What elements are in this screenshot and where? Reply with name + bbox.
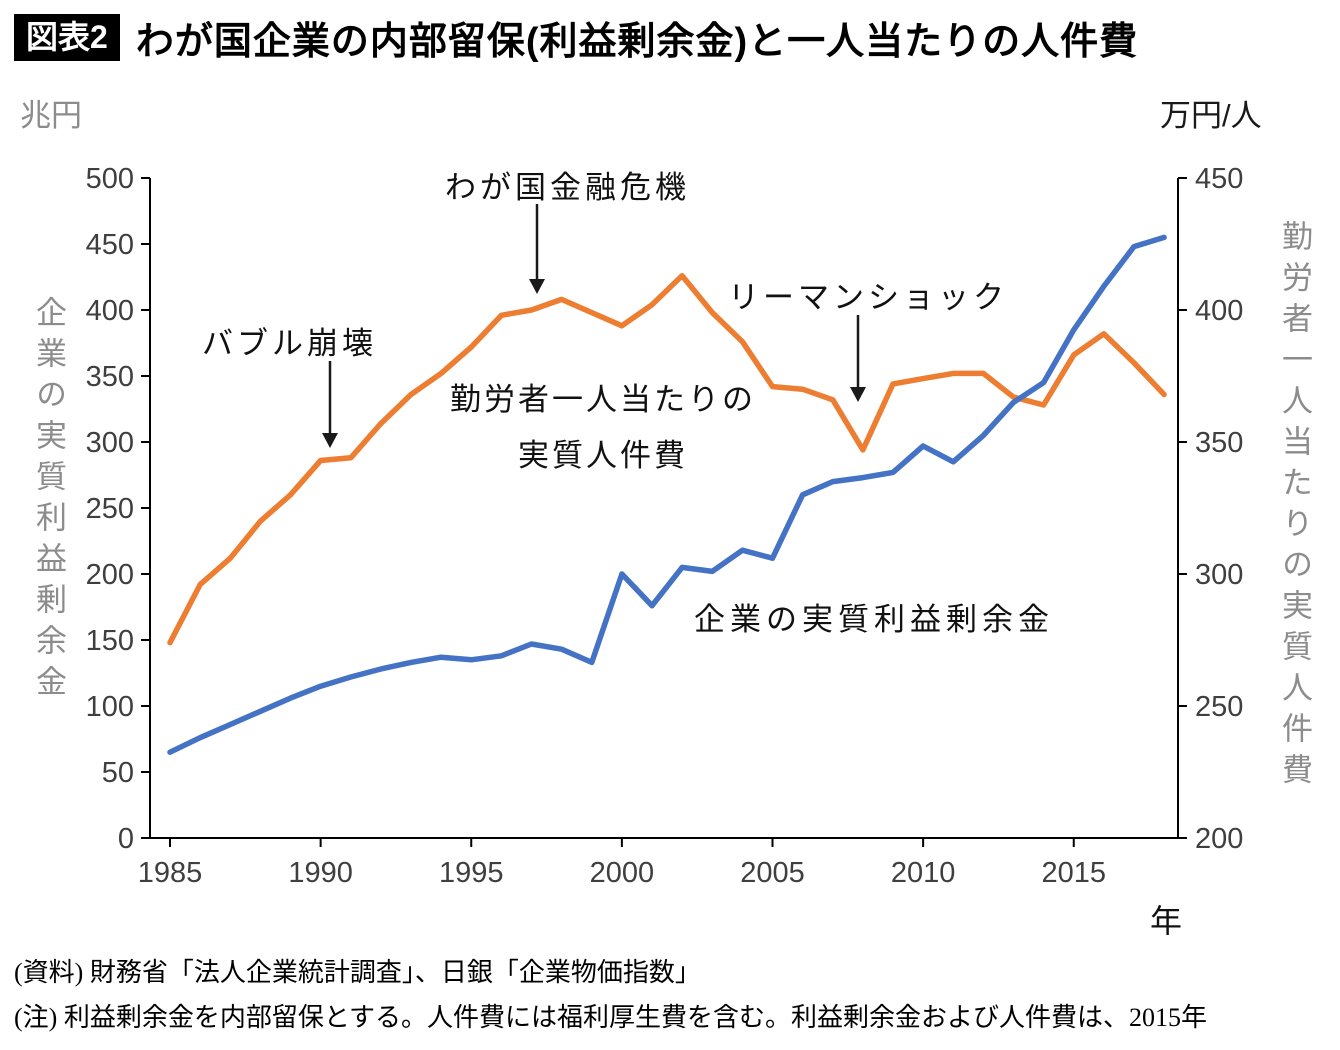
left-axis-title: 企業の実質利益剰余金 [31, 296, 66, 706]
left-tick-label: 50 [102, 757, 134, 789]
x-tick-label: 2000 [590, 857, 655, 889]
right-axis-unit: 万円/人 [1160, 98, 1262, 133]
remark-note: (注) 利益剰余金を内部留保とする。人件費には福利厚生費を含む。利益剰余金および… [14, 1003, 1208, 1032]
right-tick-label: 350 [1195, 427, 1243, 459]
source-note: (資料) 財務省「法人企業統計調査」、日銀「企業物価指数」 [14, 958, 701, 987]
left-tick-label: 200 [86, 559, 134, 591]
series-line-retained-earnings [167, 234, 1167, 755]
figure-badge: 図表2 [14, 14, 120, 61]
left-tick-label: 150 [86, 625, 134, 657]
annotation-bubble-collapse: バブル崩壊 [202, 326, 377, 361]
right-axis-title: 勤労者一人当たりの実質人件費 [1277, 220, 1312, 794]
x-axis-title: 年 [1150, 903, 1183, 939]
annotation-financial-crisis: わが国金融危機 [445, 170, 690, 205]
page-title: わが国企業の内部留保(利益剰余金)と一人当たりの人件費 [135, 21, 1139, 63]
annotation-lehman-shock: リーマンショック [728, 280, 1008, 315]
left-tick-label: 450 [86, 229, 134, 261]
left-tick-label: 500 [86, 163, 134, 195]
left-tick-label: 0 [118, 823, 134, 855]
left-tick-label: 250 [86, 493, 134, 525]
x-tick-label: 2010 [891, 857, 956, 889]
right-tick-label: 200 [1195, 823, 1243, 855]
x-tick-label: 1985 [138, 857, 203, 889]
right-tick-label: 400 [1195, 295, 1243, 327]
right-tick-label: 450 [1195, 163, 1243, 195]
left-axis-unit: 兆円 [20, 98, 82, 133]
annotation-arrow-head [322, 433, 338, 448]
series-label-retained-earnings: 企業の実質利益剰余金 [694, 602, 1054, 637]
right-tick-label: 250 [1195, 691, 1243, 723]
x-tick-label: 1995 [439, 857, 504, 889]
chart-header: 図表2 わが国企業の内部留保(利益剰余金)と一人当たりの人件費 [14, 10, 1138, 65]
annotation-arrow-head [529, 279, 545, 294]
annotation-arrow-head [850, 387, 866, 402]
left-tick-label: 300 [86, 427, 134, 459]
right-tick-label: 300 [1195, 559, 1243, 591]
footnotes: (資料) 財務省「法人企業統計調査」、日銀「企業物価指数」 (注) 利益剰余金を… [14, 950, 1207, 1040]
x-tick-label: 1990 [288, 857, 353, 889]
x-tick-label: 2005 [740, 857, 805, 889]
x-tick-label: 2015 [1041, 857, 1106, 889]
left-tick-label: 400 [86, 295, 134, 327]
left-tick-label: 350 [86, 361, 134, 393]
series-label-line2: 実質人件費 [518, 437, 688, 473]
series-label-line1: 勤労者一人当たりの [450, 382, 756, 417]
series-label-personnel-cost: 勤労者一人当たりの 実質人件費 [428, 372, 778, 484]
left-tick-label: 100 [86, 691, 134, 723]
series-line-personnel-cost [167, 272, 1167, 646]
